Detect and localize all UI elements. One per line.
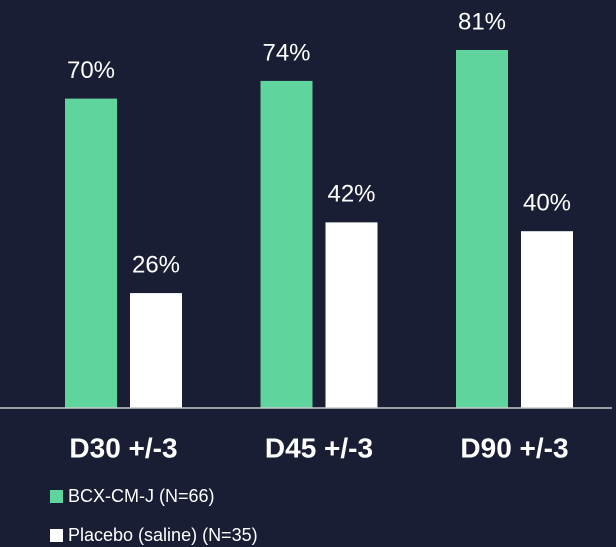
bar [260, 80, 313, 409]
value-label: 74% [262, 39, 310, 66]
value-label: 81% [458, 8, 506, 35]
x-tick-label: D90 +/-3 [460, 432, 568, 463]
bar [65, 98, 117, 408]
x-tick-label: D45 +/-3 [265, 432, 373, 463]
legend-swatch [50, 529, 63, 542]
value-label: 70% [67, 57, 115, 84]
legend-label: BCX-CM-J (N=66) [68, 486, 215, 506]
value-label: 26% [132, 251, 180, 278]
value-label: 42% [327, 181, 375, 208]
x-tick-label: D30 +/-3 [69, 432, 177, 463]
bar [456, 49, 508, 408]
bar [130, 293, 182, 408]
legend-label: Placebo (saline) (N=35) [68, 525, 258, 545]
legend-swatch [50, 490, 63, 503]
value-label: 40% [523, 190, 571, 217]
bar [325, 222, 378, 408]
bar [521, 231, 573, 408]
